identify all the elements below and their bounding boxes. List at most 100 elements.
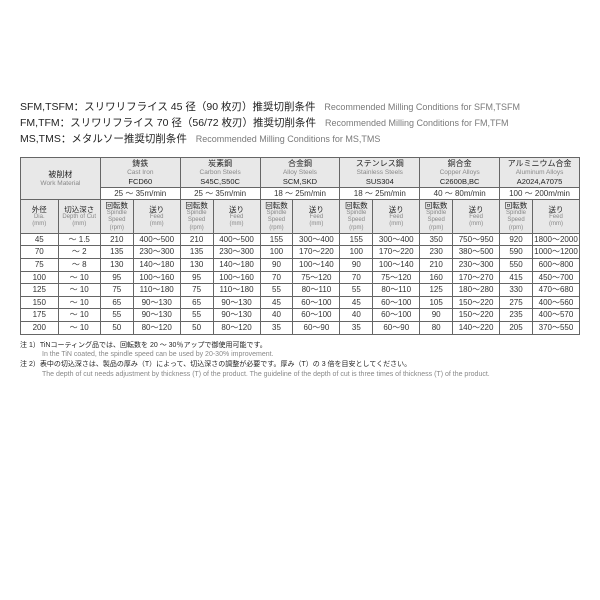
- cell: 230～300: [453, 258, 500, 271]
- cell: ～ 10: [58, 284, 100, 297]
- cell: 95: [100, 271, 133, 284]
- label-en: Feed: [215, 214, 259, 221]
- cell: 230: [420, 246, 453, 259]
- cell: 200: [21, 321, 59, 334]
- label-jp: 送り: [534, 205, 578, 214]
- label-jp: 回転数: [341, 201, 371, 210]
- cell: 210: [180, 233, 213, 246]
- cell: 750～950: [453, 233, 500, 246]
- speed-cell: 18 ～ 25m/min: [340, 187, 420, 200]
- cell: 60～90: [373, 321, 420, 334]
- cell: 100: [260, 246, 293, 259]
- label-jp: 回転数: [421, 201, 451, 210]
- cell: 70: [340, 271, 373, 284]
- label-jp: 合金鋼: [262, 159, 339, 169]
- table-head: 被削材 Work Material 鋳鉄 Cast Iron FCD60 炭素鋼…: [21, 158, 580, 234]
- cell: 370～550: [532, 321, 579, 334]
- cell: 160: [420, 271, 453, 284]
- cell: 75～120: [293, 271, 340, 284]
- cell: 80～120: [213, 321, 260, 334]
- label-jp: 送り: [294, 205, 338, 214]
- cell: 60～90: [293, 321, 340, 334]
- unit: (rpm): [341, 225, 371, 232]
- table-row: 75～ 8130140～180130140～18090100～14090100～…: [21, 258, 580, 271]
- heading-row: FM,TFM：スリワリフライス 70 径（56/72 枚刃）推奨切削条件 Rec…: [20, 116, 580, 132]
- label-jp: 送り: [454, 205, 498, 214]
- cell: 95: [180, 271, 213, 284]
- cell: 235: [500, 309, 533, 322]
- label-jp: 被削材: [22, 170, 99, 180]
- table-row: 200～ 105080～1205080～1203560～903560～90801…: [21, 321, 580, 334]
- speed-cell: 18 ～ 25m/min: [260, 187, 340, 200]
- material-header: アルミニウム合金 Aluminum Alloys A2024,A7075: [500, 158, 580, 187]
- cell: 90: [420, 309, 453, 322]
- cell: 90: [260, 258, 293, 271]
- speed-cell: 25 ～ 35m/min: [180, 187, 260, 200]
- label-jp: 回転数: [501, 201, 531, 210]
- heading-jp: SFM,TSFM：スリワリフライス 45 径（90 枚刃）推奨切削条件: [20, 101, 315, 113]
- label-en: Depth of Cut: [60, 214, 99, 221]
- unit: (mm): [60, 221, 99, 228]
- notes: 注 1）TiNコーティング品では、回転数を 20 ～ 30％アップで御使用可能で…: [20, 341, 580, 380]
- conditions-table: 被削材 Work Material 鋳鉄 Cast Iron FCD60 炭素鋼…: [20, 157, 580, 334]
- cell: 40: [340, 309, 373, 322]
- label-en: Alloy Steels: [262, 169, 339, 177]
- label-en: Cast Iron: [102, 169, 179, 177]
- feed-header: 送りFeed(mm): [453, 200, 500, 234]
- cell: 70: [260, 271, 293, 284]
- cell: 155: [340, 233, 373, 246]
- table-row: 100～ 1095100～16095100～1607075～1207075～12…: [21, 271, 580, 284]
- label-en: Spindle Speed: [341, 210, 371, 224]
- label-en: Spindle Speed: [182, 210, 212, 224]
- heading-en: Recommended Milling Conditions for SFM,T…: [324, 102, 520, 112]
- unit: (rpm): [421, 225, 451, 232]
- grade: FCD60: [102, 177, 179, 186]
- table-row: 70～ 2135230～300135230～300100170～22010017…: [21, 246, 580, 259]
- cell: 75: [21, 258, 59, 271]
- label-jp: 銅合金: [421, 159, 498, 169]
- cell: 330: [500, 284, 533, 297]
- label-en: Stainless Steels: [341, 169, 418, 177]
- cell: 50: [180, 321, 213, 334]
- cell: 275: [500, 296, 533, 309]
- cell: 210: [100, 233, 133, 246]
- table-row: 150～ 106590～1306590～1304560～1004560～1001…: [21, 296, 580, 309]
- cell: 55: [100, 309, 133, 322]
- cell: 90～130: [213, 309, 260, 322]
- label-en: Spindle Speed: [102, 210, 132, 224]
- label-jp: 回転数: [262, 201, 292, 210]
- cell: 350: [420, 233, 453, 246]
- cell: 35: [260, 321, 293, 334]
- label-en: Feed: [374, 214, 418, 221]
- unit: (mm): [374, 221, 418, 228]
- unit: (mm): [454, 221, 498, 228]
- cell: 1800～2000: [532, 233, 579, 246]
- cell: 45: [21, 233, 59, 246]
- cell: 155: [260, 233, 293, 246]
- cell: 100～140: [293, 258, 340, 271]
- cell: 550: [500, 258, 533, 271]
- cell: 400～500: [133, 233, 180, 246]
- cell: 300～400: [293, 233, 340, 246]
- cell: 100～140: [373, 258, 420, 271]
- note-en: The depth of cut needs adjustment by thi…: [42, 370, 580, 380]
- cell: 380～500: [453, 246, 500, 259]
- cell: 175: [21, 309, 59, 322]
- label-jp: 送り: [374, 205, 418, 214]
- unit: (mm): [215, 221, 259, 228]
- cell: 80: [420, 321, 453, 334]
- cell: ～ 10: [58, 271, 100, 284]
- label-en: Spindle Speed: [421, 210, 451, 224]
- table-row: 45～ 1.5210400～500210400～500155300～400155…: [21, 233, 580, 246]
- label-en: Carbon Steels: [182, 169, 259, 177]
- cell: 100: [21, 271, 59, 284]
- cell: 135: [100, 246, 133, 259]
- cell: 135: [180, 246, 213, 259]
- rpm-header: 回転数Spindle Speed(rpm): [340, 200, 373, 234]
- cell: 90～130: [213, 296, 260, 309]
- rpm-header: 回転数Spindle Speed(rpm): [180, 200, 213, 234]
- label-en: Spindle Speed: [501, 210, 531, 224]
- cell: 90: [340, 258, 373, 271]
- feed-header: 送りFeed(mm): [213, 200, 260, 234]
- doc-header: 切込深さ Depth of Cut (mm): [58, 200, 100, 234]
